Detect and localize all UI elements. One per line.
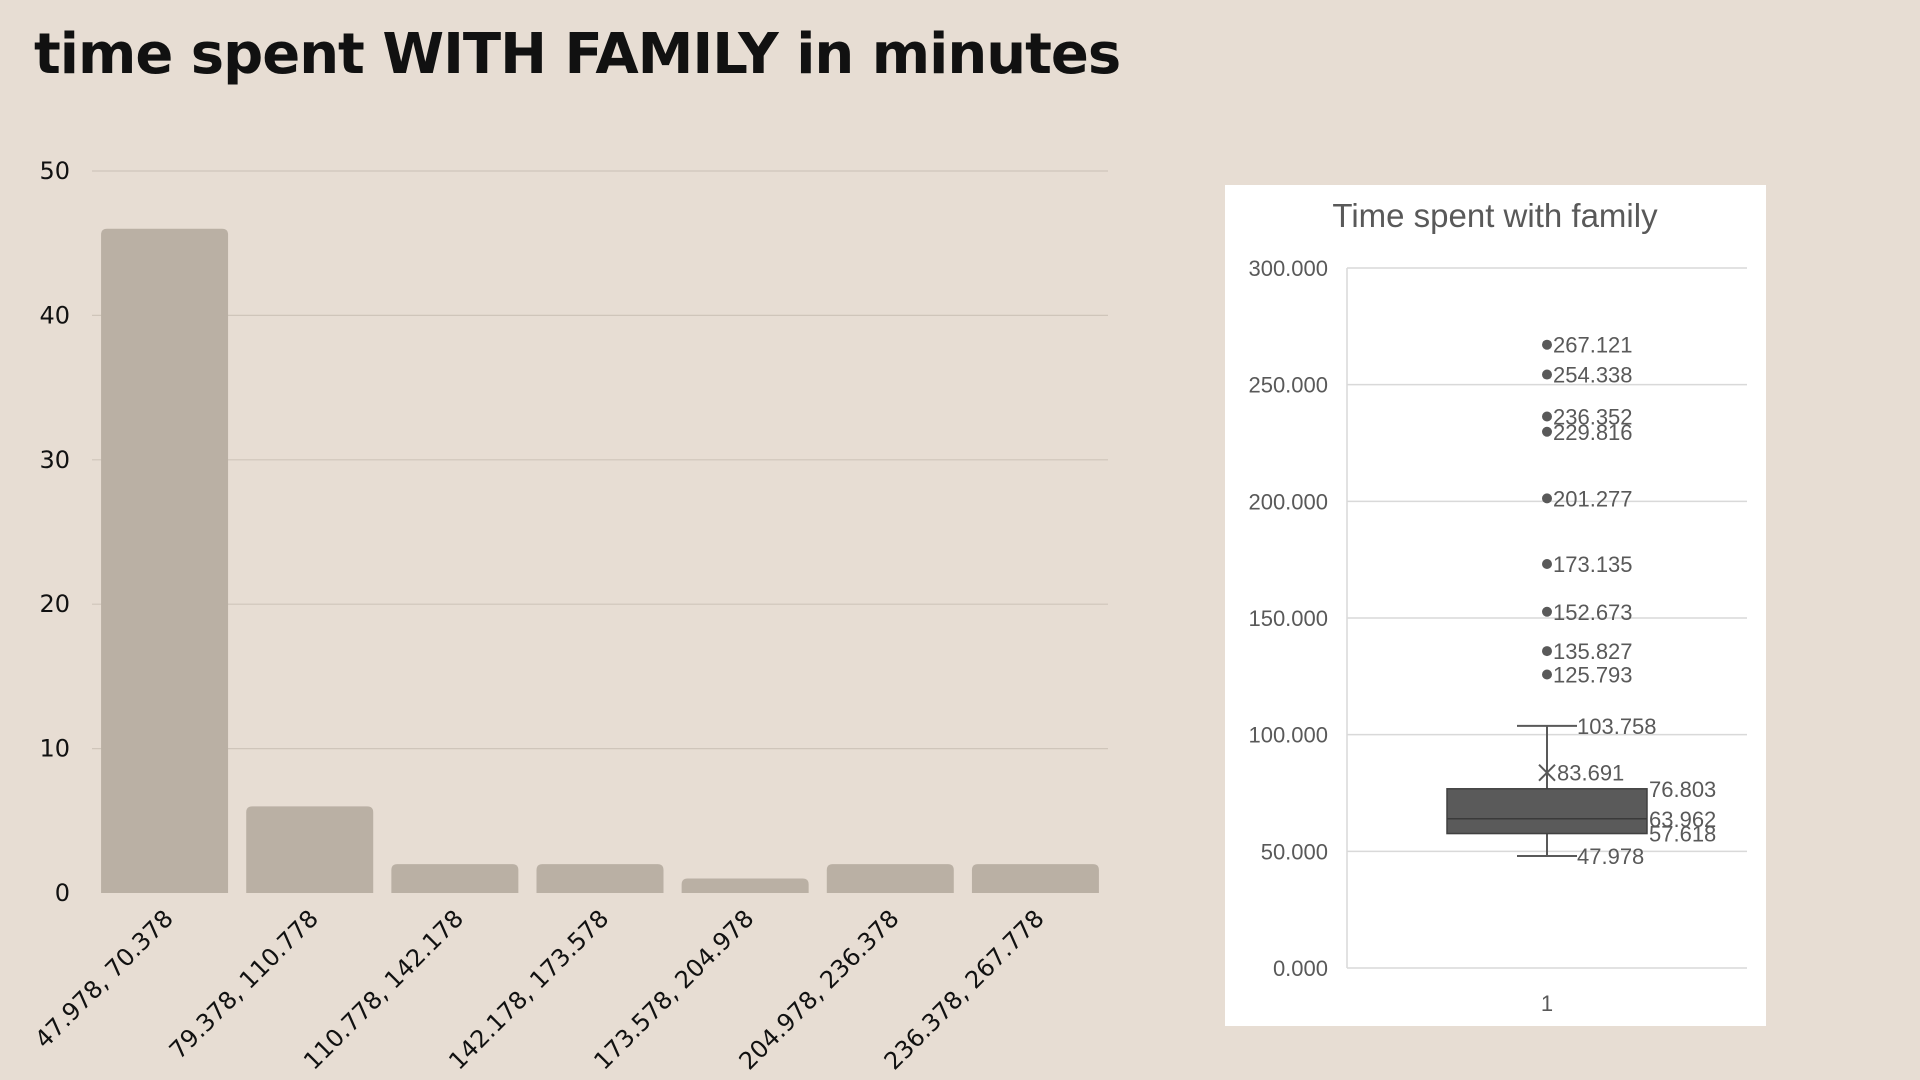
boxplot-outlier-label: 125.793	[1553, 662, 1633, 687]
histogram-x-tick-label: 173.578, 204.978	[588, 904, 759, 1075]
histogram-x-tick-label: 79.378, 110.778	[164, 904, 324, 1064]
histogram-y-tick-label: 0	[55, 879, 70, 907]
histogram-bar	[681, 878, 809, 893]
histogram-y-tick-label: 30	[39, 446, 70, 474]
boxplot-max-label: 103.758	[1577, 714, 1657, 739]
boxplot-min-label: 47.978	[1577, 844, 1644, 869]
histogram-bar	[246, 806, 374, 893]
boxplot-outlier-label: 229.816	[1553, 420, 1633, 445]
histogram-gridlines	[92, 170, 1108, 750]
boxplot-outlier-label: 173.135	[1553, 552, 1633, 577]
boxplot-outlier-label: 267.121	[1553, 333, 1633, 358]
boxplot-chart: Time spent with family 0.000 50.000 100.00…	[1248, 197, 1747, 1016]
boxplot-outlier-point	[1542, 606, 1552, 617]
boxplot-mean-marker	[1538, 764, 1556, 782]
histogram-x-tick-label: 204.978, 236.378	[734, 904, 905, 1075]
boxplot-q3-label: 76.803	[1649, 777, 1716, 802]
boxplot-y-tick-label: 300.000	[1248, 256, 1328, 281]
boxplot-box	[1446, 788, 1648, 835]
boxplot-outlier-point	[1542, 369, 1552, 380]
histogram-x-tick-label: 236.378, 267.778	[879, 904, 1050, 1075]
boxplot-outlier-label: 135.827	[1553, 639, 1633, 664]
histogram-bar	[101, 228, 229, 893]
boxplot-median-label: 63.962	[1649, 807, 1716, 832]
boxplot-outlier-label: 201.277	[1553, 486, 1633, 511]
boxplot-q1-label: 57.618	[1649, 822, 1716, 847]
boxplot-y-tick-label: 150.000	[1248, 606, 1328, 631]
boxplot-y-tick-label: 250.000	[1248, 373, 1328, 398]
histogram-bar	[826, 864, 954, 893]
histogram-y-tick-label: 20	[39, 590, 70, 618]
boxplot-outlier-point	[1542, 411, 1552, 422]
boxplot-y-tick-label: 0.000	[1273, 956, 1328, 981]
boxplot-outlier-point	[1542, 493, 1552, 504]
boxplot-mean-label: 83.691	[1557, 761, 1624, 786]
boxplot-outlier-point	[1542, 426, 1552, 437]
histogram-x-tick-label: 110.778, 142.178	[298, 904, 469, 1075]
boxplot-outlier-point	[1542, 669, 1552, 680]
boxplot-outlier-point	[1542, 646, 1552, 657]
boxplot-outlier-point	[1542, 339, 1552, 350]
histogram-y-tick-label: 50	[39, 157, 70, 185]
histogram-x-tick-label: 47.978, 70.378	[29, 904, 178, 1053]
boxplot-y-ticks: 0.000 50.000 100.000 150.000 200.000 250.000 3…	[1248, 256, 1328, 981]
boxplot-y-tick-label: 50.000	[1261, 839, 1328, 864]
boxplot-y-tick-label: 100.000	[1248, 723, 1328, 748]
boxplot-outlier-label: 254.338	[1553, 363, 1633, 388]
page-title: time spent WITH FAMILY in minutes	[34, 22, 1121, 87]
boxplot-outlier-label: 152.673	[1553, 600, 1633, 625]
histogram-bar	[536, 864, 664, 893]
boxplot-category-label: 1	[1541, 991, 1553, 1016]
histogram-x-tick-label: 142.178, 173.578	[443, 904, 614, 1075]
histogram-y-tick-label: 10	[39, 735, 70, 763]
histogram-bar	[391, 864, 519, 893]
boxplot-panel: Time spent with family 0.000 50.000 100.00…	[1225, 185, 1766, 1026]
histogram-bars	[101, 228, 1099, 893]
boxplot-y-tick-label: 200.000	[1248, 489, 1328, 514]
histogram-bar	[971, 864, 1099, 893]
boxplot-outlier-point	[1542, 559, 1552, 570]
boxplot-outlier-label: 236.352	[1553, 405, 1633, 430]
boxplot-marks	[1446, 339, 1648, 858]
boxplot-title: Time spent with family	[1332, 197, 1658, 234]
histogram-y-tick-label: 40	[39, 301, 70, 329]
histogram-y-ticks: 0 10 20 30 40 50	[39, 157, 70, 907]
